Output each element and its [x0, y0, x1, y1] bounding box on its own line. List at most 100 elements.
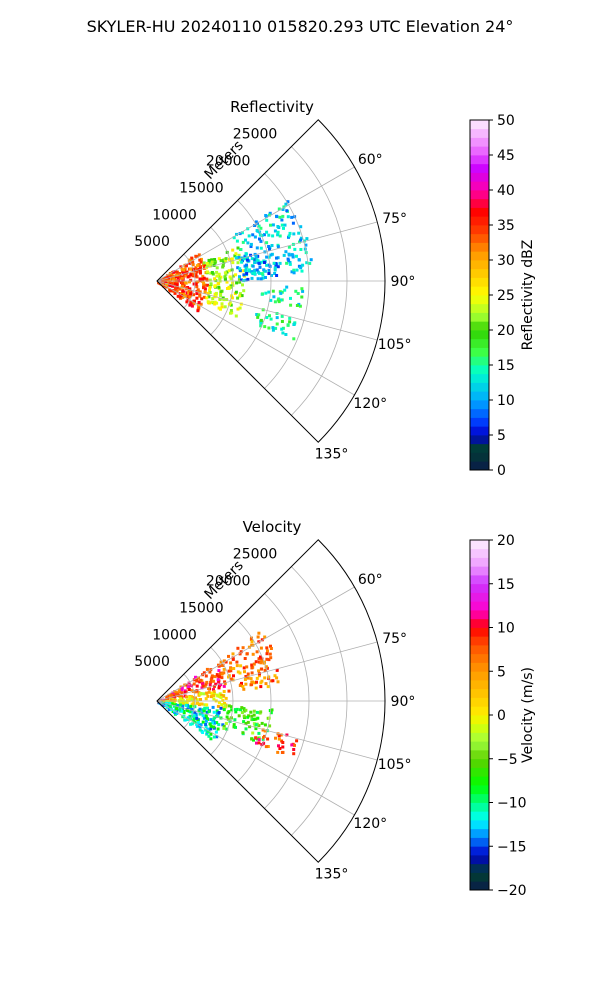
echo-cell [175, 289, 179, 293]
colorbar-segment [470, 172, 489, 182]
echo-cell [267, 326, 271, 330]
echo-cell [199, 692, 203, 695]
colorbar-segment [470, 365, 489, 375]
echo-cell [208, 264, 212, 268]
echo-cell [231, 274, 235, 278]
echo-cell [298, 240, 301, 244]
colorbar-segment [470, 268, 489, 278]
echo-cell [276, 680, 280, 684]
echo-data [157, 200, 313, 341]
colorbar-segment [470, 540, 489, 550]
echo-cell [238, 652, 242, 656]
echo-cell [251, 271, 255, 275]
echo-cell [269, 223, 272, 227]
echo-cell [216, 704, 220, 708]
echo-cell [288, 231, 292, 235]
echo-cell [222, 690, 226, 693]
echo-cell [192, 682, 196, 686]
echo-cell [238, 280, 242, 284]
echo-cell [212, 735, 216, 739]
echo-cell [299, 248, 303, 251]
echo-cell [229, 677, 233, 681]
echo-cell [197, 253, 201, 257]
echo-cell [256, 315, 260, 319]
echo-cell [186, 685, 190, 689]
echo-cell [170, 281, 174, 285]
echo-cell [208, 683, 212, 687]
echo-cell [288, 320, 292, 324]
echo-cell [263, 325, 267, 329]
echo-cell [267, 716, 271, 720]
echo-cell [293, 743, 296, 747]
echo-cell [254, 717, 258, 721]
echo-cell [254, 660, 258, 664]
echo-cell [190, 256, 194, 260]
echo-cell [170, 702, 174, 706]
echo-cell [188, 295, 192, 299]
echo-cell [259, 277, 263, 281]
echo-cell [207, 258, 211, 262]
azimuth-gridline [156, 280, 355, 396]
echo-cell [206, 264, 210, 268]
echo-cell [181, 698, 185, 702]
echo-cell [225, 270, 229, 274]
echo-cell [195, 270, 199, 274]
panel-title: Velocity [243, 518, 302, 536]
echo-cell [249, 677, 253, 681]
echo-cell [287, 252, 291, 256]
echo-cell [292, 232, 296, 236]
echo-cell [286, 323, 290, 327]
echo-cell [269, 644, 272, 648]
echo-cell [202, 295, 206, 299]
colorbar-segment [470, 846, 489, 856]
echo-cell [234, 256, 238, 260]
echo-cell [290, 253, 294, 257]
echo-cell [202, 261, 206, 265]
echo-cell [215, 266, 219, 270]
colorbar-segment [470, 732, 489, 742]
echo-cell [225, 715, 229, 719]
echo-cell [263, 261, 266, 264]
echo-cell [292, 752, 296, 756]
echo-cell [254, 686, 258, 690]
echo-cell [271, 234, 275, 238]
echo-cell [174, 692, 178, 696]
echo-cell [238, 267, 242, 271]
echo-cell [224, 696, 228, 700]
echo-cell [224, 721, 228, 725]
echo-cell [289, 296, 292, 300]
echo-cell [217, 711, 221, 714]
echo-cell [295, 254, 298, 258]
echo-cell [201, 714, 205, 718]
echo-cell [281, 745, 285, 749]
echo-cell [201, 684, 205, 688]
echo-cell [216, 678, 220, 682]
echo-cell [165, 277, 168, 281]
echo-cell [192, 718, 196, 722]
echo-cell [222, 659, 226, 663]
echo-cell [252, 713, 256, 717]
echo-cell [276, 245, 280, 249]
echo-cell [176, 294, 180, 298]
echo-cell [295, 304, 299, 307]
echo-cell [269, 656, 273, 660]
echo-cell [245, 272, 249, 275]
echo-cell [287, 259, 291, 263]
echo-cell [254, 255, 258, 258]
echo-cell [250, 714, 254, 718]
echo-cell [169, 698, 173, 702]
echo-cell [218, 297, 222, 301]
echo-cell [169, 274, 173, 278]
echo-cell [238, 275, 241, 279]
echo-cell [269, 253, 273, 257]
echo-cell [168, 705, 172, 709]
echo-cell [225, 250, 229, 254]
echo-cell [223, 682, 227, 686]
echo-cell [243, 254, 247, 258]
range-tick-label: 15000 [179, 600, 224, 616]
colorbar-segment [470, 811, 489, 821]
echo-cell [235, 239, 239, 243]
echo-cell [263, 668, 267, 672]
echo-cell [192, 702, 196, 706]
